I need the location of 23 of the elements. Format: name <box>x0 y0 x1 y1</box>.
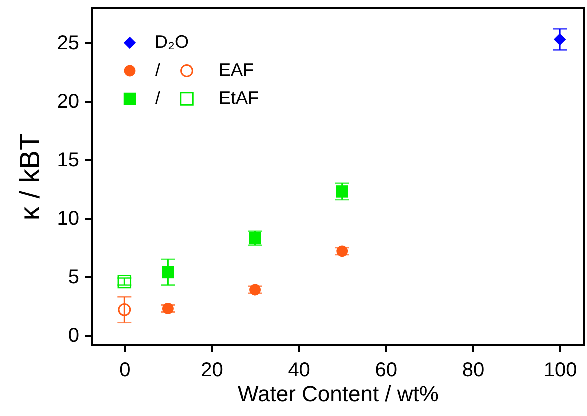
x-tick-label: 60 <box>375 360 398 382</box>
y-tick-label: 15 <box>57 150 80 172</box>
y-axis-title: κ / kBT <box>14 133 46 221</box>
x-tick-label: 40 <box>288 360 310 382</box>
point <box>162 266 174 279</box>
y-tick-label: 10 <box>57 208 80 230</box>
y-tick-label: 0 <box>68 325 80 348</box>
y-tick-label: 5 <box>68 266 80 289</box>
legend-label: EAF <box>219 60 254 80</box>
point <box>336 186 348 198</box>
x-tick-label: 80 <box>462 360 485 382</box>
x-tick-label: 20 <box>201 360 224 382</box>
legend-label: D₂O <box>155 32 189 52</box>
annotation: / <box>155 88 161 108</box>
y-tick-label: 25 <box>57 32 80 55</box>
x-tick-label: 100 <box>544 360 578 382</box>
point <box>118 274 132 289</box>
annotation: / <box>155 60 161 80</box>
point <box>118 303 132 316</box>
legend-label: EtAF <box>219 88 260 108</box>
x-axis-title: Water Content / wt% <box>238 382 439 406</box>
x-tick-label: 0 <box>120 360 131 382</box>
y-tick-label: 20 <box>57 91 80 114</box>
